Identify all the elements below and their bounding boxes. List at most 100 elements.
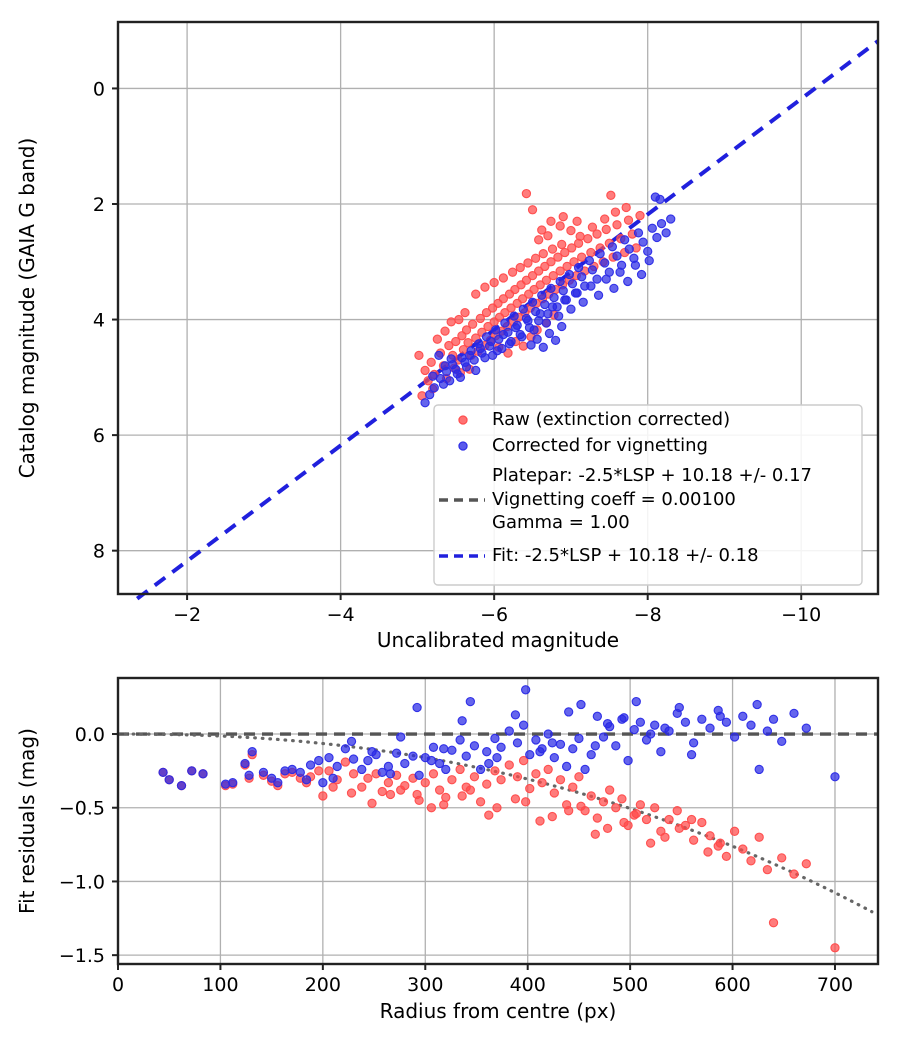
- tick-label-x: 700: [817, 974, 853, 996]
- top-panel-frame: [116, 20, 880, 596]
- data-point: [367, 747, 377, 757]
- data-point: [517, 332, 527, 342]
- data-point: [643, 246, 653, 257]
- tick-label-y: 0: [93, 78, 105, 100]
- data-point: [509, 311, 519, 321]
- data-point: [420, 398, 430, 408]
- data-point: [396, 785, 406, 795]
- data-point: [468, 319, 478, 329]
- data-point: [738, 711, 748, 721]
- data-point: [553, 252, 563, 262]
- data-point: [538, 342, 548, 352]
- legend-item: Corrected for vignetting: [458, 435, 708, 456]
- data-point: [305, 760, 316, 770]
- data-point: [547, 244, 558, 254]
- data-point: [746, 856, 756, 866]
- data-point: [490, 766, 500, 776]
- data-point: [164, 775, 174, 785]
- data-point: [664, 814, 674, 825]
- data-point: [549, 752, 559, 763]
- data-point: [601, 224, 611, 235]
- data-point: [529, 284, 539, 295]
- data-point: [592, 229, 602, 239]
- data-point: [432, 334, 443, 344]
- data-point: [475, 343, 485, 354]
- data-point: [439, 744, 449, 754]
- data-point: [434, 350, 444, 361]
- data-point: [527, 270, 538, 281]
- data-point: [176, 780, 187, 791]
- data-point: [244, 770, 254, 780]
- data-point: [518, 755, 529, 766]
- data-point: [647, 223, 657, 233]
- data-point: [652, 232, 662, 243]
- data-point: [521, 797, 531, 807]
- data-point: [469, 741, 480, 751]
- data-point: [363, 773, 373, 783]
- data-point: [612, 251, 622, 261]
- data-point: [574, 772, 584, 782]
- data-point: [482, 779, 492, 789]
- tick-label-x: −6: [480, 604, 508, 626]
- data-point: [567, 279, 578, 289]
- data-point: [564, 707, 574, 717]
- data-point: [510, 710, 521, 720]
- data-point: [777, 853, 787, 863]
- data-point: [363, 755, 373, 766]
- data-point: [555, 266, 565, 276]
- legend-marker-raw-dot: [458, 415, 468, 425]
- data-point: [247, 747, 257, 757]
- tick-label-y: −1.5: [59, 945, 105, 967]
- data-point: [592, 274, 602, 284]
- data-point: [635, 800, 646, 810]
- data-point: [537, 225, 547, 235]
- data-point: [455, 764, 465, 775]
- data-point: [564, 806, 574, 816]
- data-point: [546, 257, 556, 267]
- data-point: [357, 764, 367, 775]
- data-point: [602, 719, 613, 729]
- bottom-panel-frame: [116, 676, 880, 966]
- data-point: [547, 811, 557, 822]
- data-point: [777, 736, 787, 747]
- legend-item-label: Gamma = 1.00: [492, 512, 630, 533]
- data-point: [504, 760, 514, 770]
- data-point: [621, 202, 631, 213]
- data-point: [523, 316, 533, 326]
- legend-item: Fit: -2.5*LSP + 10.18 +/- 0.18: [439, 545, 759, 566]
- data-point: [715, 838, 725, 848]
- legend-item-label: Raw (extinction corrected): [492, 409, 730, 430]
- data-point: [447, 775, 457, 785]
- data-point: [557, 239, 567, 250]
- data-point: [558, 212, 568, 222]
- data-point: [560, 295, 570, 305]
- data-point: [674, 702, 684, 713]
- data-point: [446, 317, 456, 327]
- data-point: [412, 702, 422, 713]
- data-point: [429, 383, 439, 393]
- tick-label-x: −4: [327, 604, 355, 626]
- data-point: [721, 851, 732, 862]
- data-point: [789, 869, 799, 879]
- data-point: [600, 258, 610, 268]
- data-point: [532, 334, 542, 344]
- data-point: [521, 275, 532, 285]
- data-point: [530, 253, 541, 263]
- data-point: [512, 738, 523, 748]
- data-point: [541, 318, 552, 328]
- data-point: [593, 290, 604, 300]
- data-point: [547, 738, 557, 748]
- data-point: [441, 764, 451, 775]
- data-point: [475, 797, 486, 807]
- data-point: [661, 228, 671, 238]
- tick-label-x: −10: [781, 604, 821, 626]
- data-point: [426, 357, 436, 367]
- tick-label-y: −1.0: [59, 871, 105, 893]
- data-point: [558, 286, 568, 296]
- data-point: [680, 717, 691, 727]
- tick-label-x: 500: [612, 974, 648, 996]
- data-point: [471, 289, 481, 299]
- data-point: [633, 228, 644, 238]
- data-point: [721, 717, 732, 727]
